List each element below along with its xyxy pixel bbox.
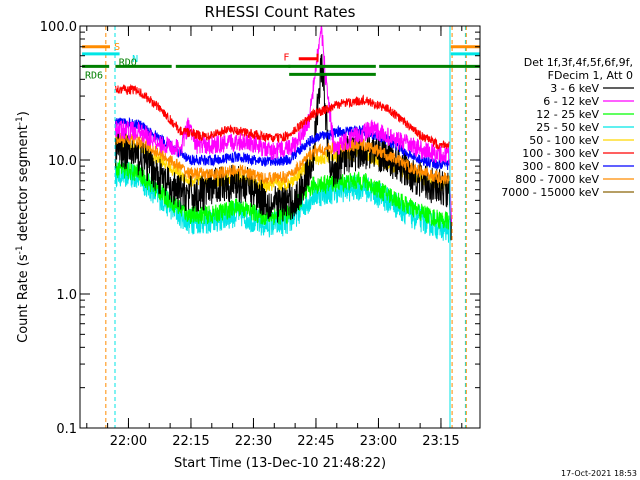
series-layer (105, 25, 467, 428)
series-line-6-12keV (114, 25, 452, 223)
state-bar-S-label: S (114, 42, 120, 53)
x-axis-label: Start Time (13-Dec-10 21:48:22) (174, 456, 386, 471)
state-bars-layer: S N F RDO RD6 (82, 42, 480, 81)
state-bar-RD6-label: RD6 (85, 70, 103, 81)
legend-entry-label: 300 - 800 keV (522, 160, 599, 173)
x-tick-label: 23:15 (422, 434, 459, 449)
y-axis-label-mid: detector segment (16, 125, 31, 245)
x-tick-label: 22:00 (110, 434, 147, 449)
y-axis-label-sup2: -1 (15, 116, 25, 125)
legend-entry-label: 25 - 50 keV (536, 121, 599, 134)
legend-header-line-1: Det 1f,3f,4f,5f,6f,9f, (524, 56, 633, 69)
state-bar-F-label: F (283, 53, 289, 64)
y-tick-label: 10.0 (48, 154, 77, 169)
x-tick-label: 23:00 (360, 434, 397, 449)
x-tick-label: 22:30 (235, 434, 272, 449)
y-tick-label: 1.0 (56, 288, 77, 303)
state-bar-N-label: N (132, 54, 138, 65)
state-bar-RDO-label: RDO (119, 57, 137, 68)
series-line-800-7000keV (114, 132, 450, 184)
x-ticks-layer: 22:00 22:15 22:30 22:45 23:00 23:15 (86, 26, 463, 449)
y-ticks-layer: 100.0 10.0 1.0 0.1 (40, 20, 480, 437)
series-line-3-6keV (114, 53, 452, 241)
chart-title: RHESSI Count Rates (205, 3, 356, 21)
legend-header-line-2: FDecim 1, Att 0 (548, 69, 633, 82)
legend-entry-label: 12 - 25 keV (536, 108, 599, 121)
legend-entry-label: 7000 - 15000 keV (501, 186, 599, 199)
y-tick-label: 100.0 (40, 20, 77, 35)
y-tick-label: 0.1 (56, 422, 77, 437)
series-line-100-300keV (114, 83, 450, 150)
plot-frame (79, 25, 481, 429)
legend: Det 1f,3f,4f,5f,6f,9f, FDecim 1, Att 0 3… (501, 56, 634, 199)
y-axis-label-sup1: -1 (15, 245, 25, 254)
legend-entry-label: 800 - 7000 keV (515, 173, 599, 186)
y-axis-label-end: ) (16, 111, 31, 116)
legend-entry-label: 3 - 6 keV (550, 82, 599, 95)
legend-entry-label: 50 - 100 keV (529, 134, 599, 147)
legend-entry-label: 6 - 12 keV (543, 95, 599, 108)
y-axis-label-main: Count Rate (s (16, 254, 31, 343)
x-tick-label: 22:45 (297, 434, 334, 449)
x-tick-label: 22:15 (172, 434, 209, 449)
y-axis-label: Count Rate (s-1 detector segment-1) (15, 111, 31, 343)
timestamp: 17-Oct-2021 18:53 (561, 469, 637, 478)
legend-entry-label: 100 - 300 keV (522, 147, 599, 160)
